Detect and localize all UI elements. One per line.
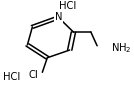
Text: Cl: Cl (28, 70, 38, 80)
Text: HCl: HCl (3, 72, 20, 82)
Text: N: N (55, 12, 62, 23)
Text: NH$_2$: NH$_2$ (111, 41, 132, 55)
Text: HCl: HCl (59, 1, 76, 11)
